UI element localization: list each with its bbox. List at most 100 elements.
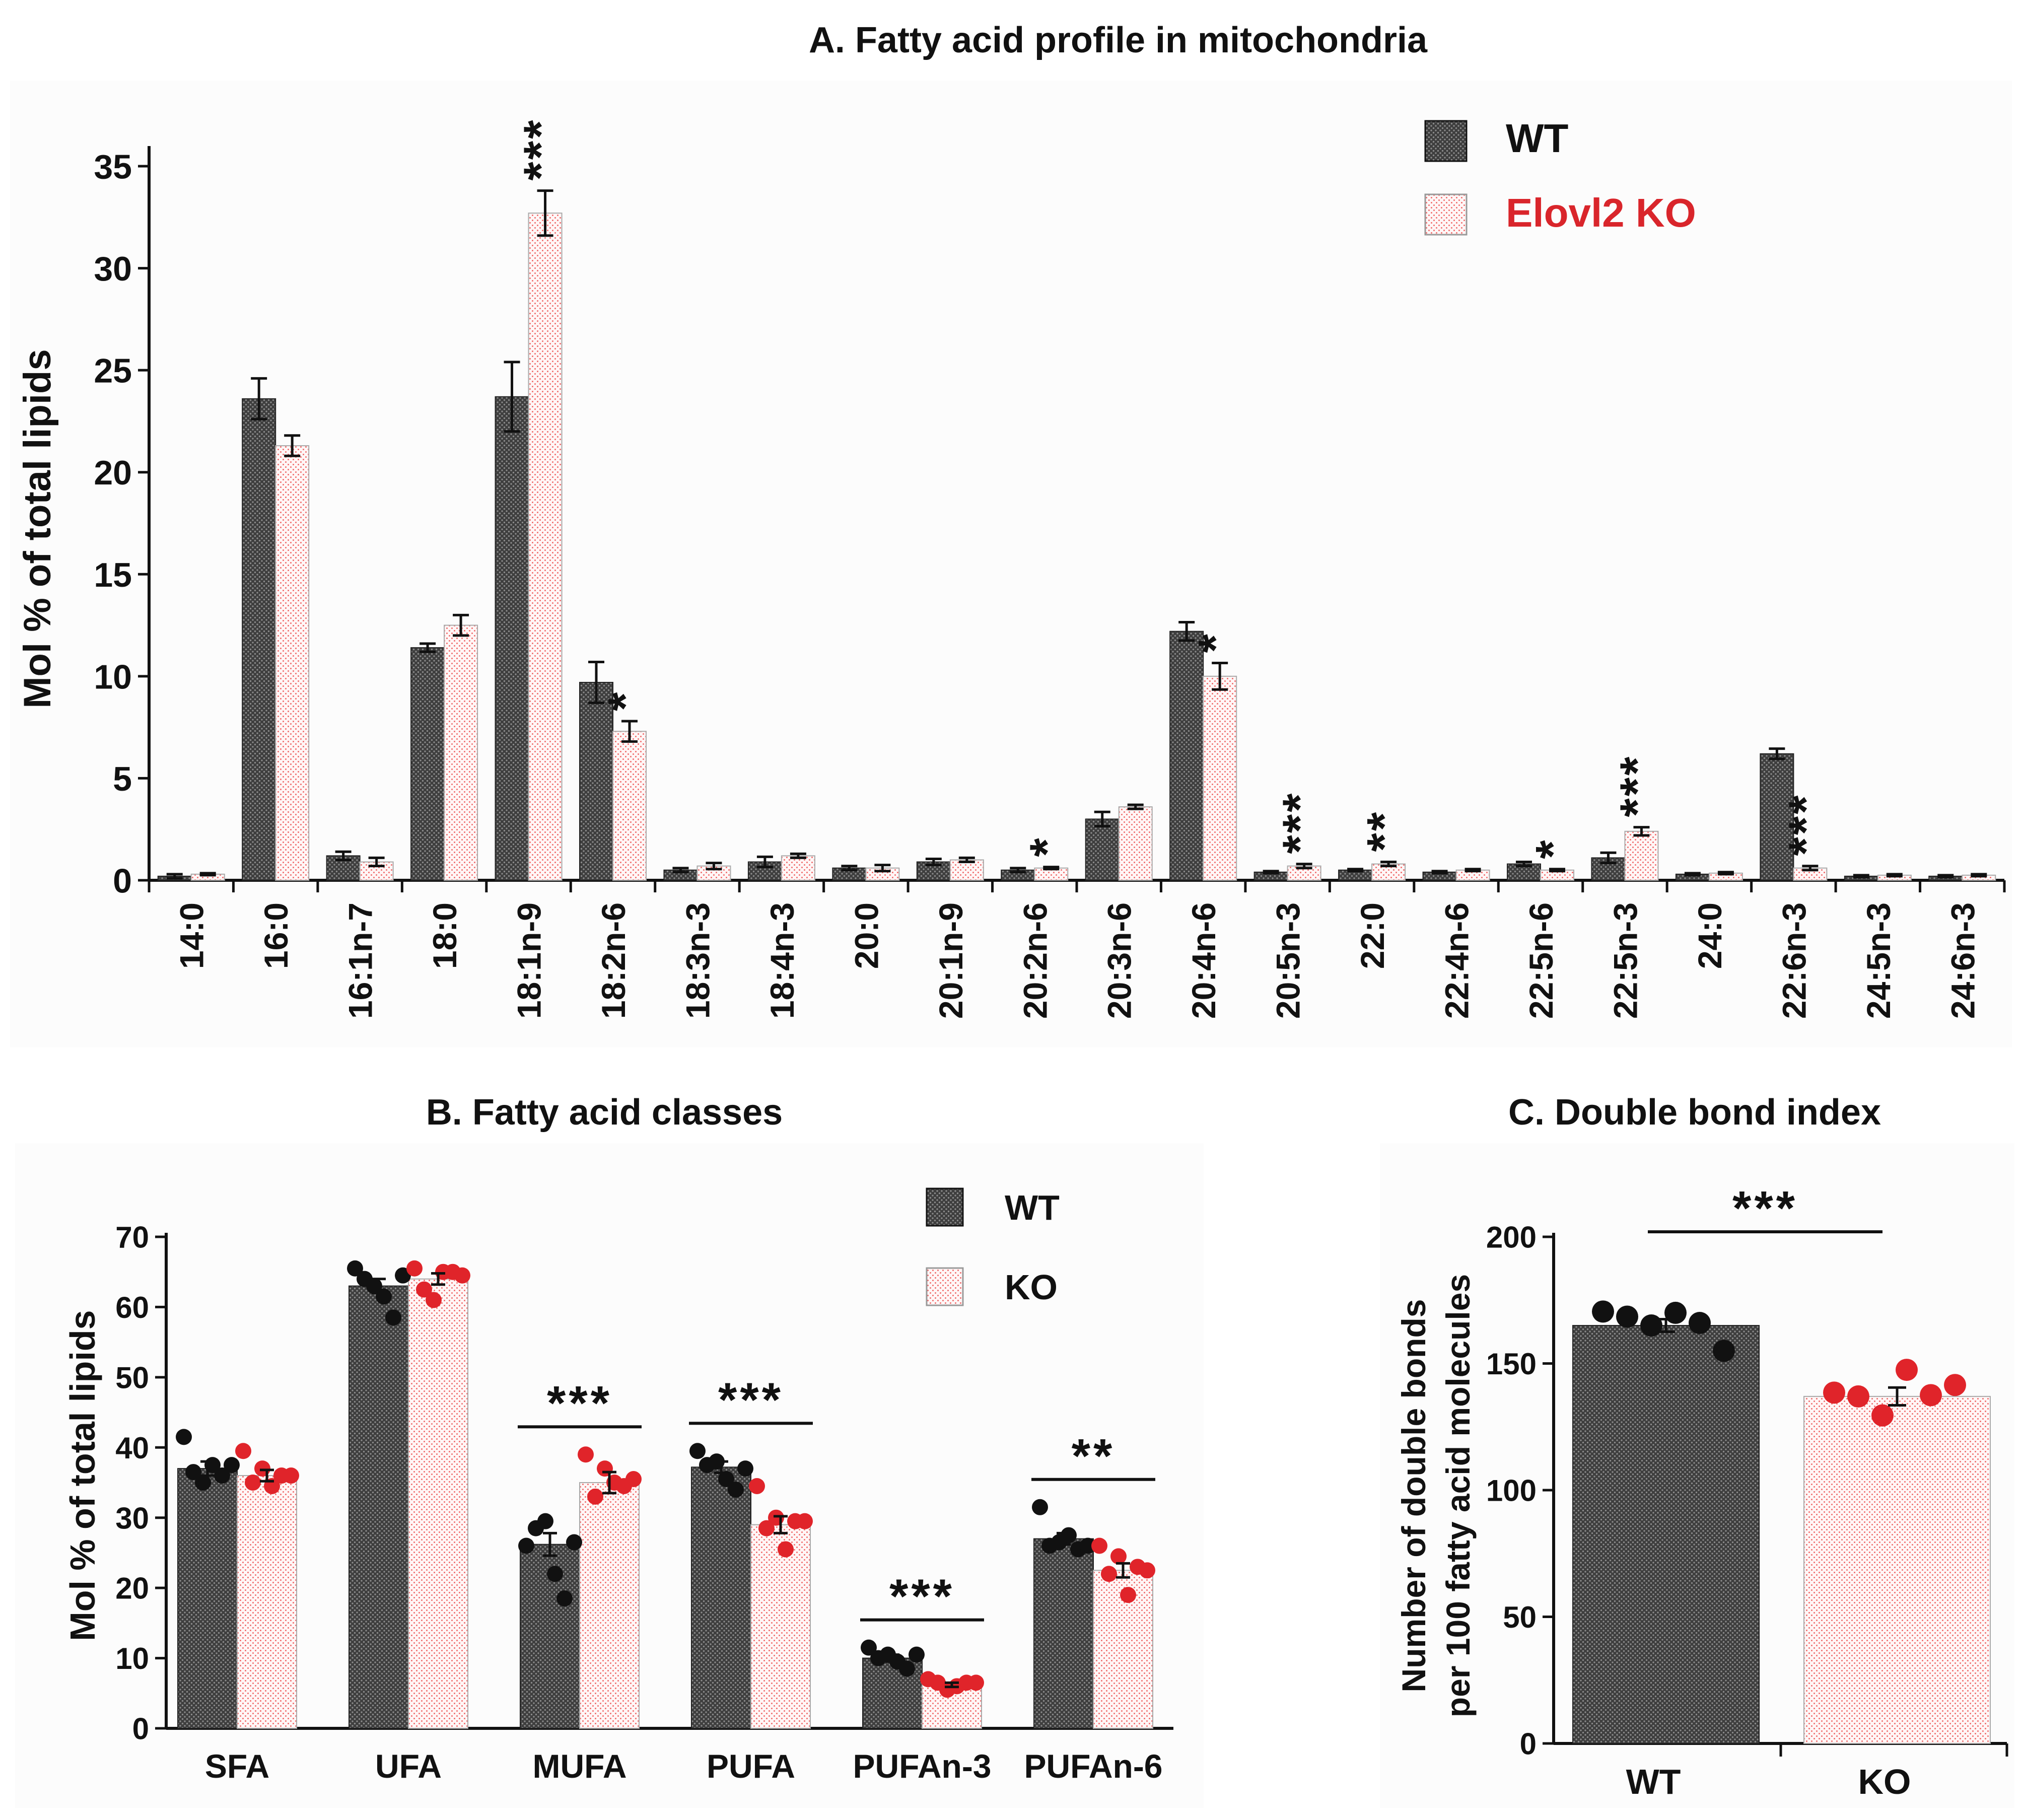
- panel-c-ylabel-line1: Number of double bonds: [1395, 1299, 1432, 1693]
- plot-b: 0 10 20 30 40 50 60 70 SFA UFA MUFA PUFA PUFAn-3 PUFA…: [115, 1221, 1173, 1785]
- panel-a-ylabel: Mol % of total lipids: [16, 349, 59, 709]
- data-point-ko-pufan-6: [1091, 1537, 1107, 1554]
- data-point-ko: [1944, 1374, 1966, 1396]
- legend-b-ko-label: KO: [1005, 1268, 1058, 1307]
- bar-ko: [1803, 1395, 1991, 1744]
- category-label-22-5n-6: 22:5n-6: [1522, 902, 1560, 1019]
- axis-a-y-tick-label: 30: [94, 250, 132, 288]
- category-label-pufan-6: PUFAn-6: [1024, 1747, 1162, 1785]
- bar-wt: [1572, 1325, 1760, 1744]
- bar-wt-ufa: [348, 1285, 409, 1729]
- significance-22-0: **: [1357, 810, 1411, 852]
- data-point-ko-pufa: [797, 1513, 813, 1529]
- legend-b-wt-swatch: [926, 1187, 964, 1227]
- significance-20-4n-6: *: [1189, 632, 1242, 653]
- axis-b-y-tick-label: 50: [115, 1361, 149, 1394]
- category-label-20-3n-6: 20:3n-6: [1101, 902, 1138, 1019]
- data-point-ko: [1823, 1381, 1845, 1404]
- data-point-wt: [1616, 1305, 1638, 1328]
- bar-ko-20-3n-6: [1118, 806, 1153, 881]
- data-point-wt-mufa: [537, 1513, 553, 1529]
- data-point-ko-sfa: [235, 1443, 251, 1459]
- data-point-wt-sfa: [195, 1475, 211, 1491]
- data-point-wt-pufan-3: [861, 1639, 877, 1656]
- axis-a-y-tick-label: 5: [113, 760, 132, 798]
- bar-ko-18-2n-6: [612, 731, 647, 881]
- data-point-wt: [1664, 1301, 1687, 1324]
- axis-b-y-tick-label: 30: [115, 1501, 149, 1535]
- data-point-ko-pufan-6: [1110, 1548, 1127, 1565]
- data-point-ko-pufan-6: [1101, 1566, 1117, 1582]
- data-point-wt-pufan-6: [1032, 1499, 1048, 1515]
- axis-a-y-tick-label: 0: [113, 862, 132, 900]
- category-label-18-3n-3: 18:3n-3: [679, 902, 716, 1019]
- category-label-pufa: PUFA: [707, 1747, 795, 1785]
- category-label-22-5n-3: 22:5n-3: [1607, 902, 1644, 1019]
- category-label-ufa: UFA: [375, 1747, 442, 1785]
- significance-mufa: ***: [547, 1376, 612, 1430]
- category-label-20-2n-6: 20:2n-6: [1016, 902, 1054, 1019]
- category-label-22-6n-3: 22:6n-3: [1775, 902, 1812, 1019]
- category-label-18-2n-6: 18:2n-6: [595, 902, 632, 1019]
- panel-c-ylabel-line2: per 100 fatty acid molecules: [1439, 1274, 1477, 1717]
- data-point-ko-ufa: [416, 1281, 432, 1298]
- panel-a-title: A. Fatty acid profile in mitochondria: [809, 20, 1428, 60]
- bar-wt-pufa: [691, 1466, 751, 1729]
- category-label-18-0: 18:0: [426, 902, 463, 969]
- legend-b-wt-label: WT: [1005, 1188, 1060, 1227]
- bar-wt-20-3n-6: [1085, 818, 1120, 881]
- data-point-wt-pufa: [718, 1471, 734, 1488]
- axis-b-y-tick-label: 70: [115, 1221, 149, 1254]
- significance-pufan-6: **: [1072, 1429, 1115, 1483]
- data-point-wt-mufa: [566, 1534, 582, 1551]
- data-point-wt-sfa: [224, 1457, 240, 1474]
- data-point-wt-pufa: [737, 1460, 753, 1477]
- panel-c-title: C. Double bond index: [1508, 1092, 1881, 1133]
- axis-b-y-tick-label: 60: [115, 1291, 149, 1324]
- category-label-mufa: MUFA: [533, 1747, 627, 1785]
- category-label-ko: KO: [1858, 1762, 1911, 1801]
- data-point-wt-ufa: [385, 1309, 401, 1326]
- bar-wt-sfa: [177, 1468, 238, 1729]
- bar-ko-ufa: [408, 1278, 468, 1729]
- category-label-20-5n-3: 20:5n-3: [1270, 902, 1307, 1019]
- legend-a-ko-label: Elovl2 KO: [1506, 190, 1696, 235]
- category-label-20-1n-9: 20:1n-9: [932, 902, 969, 1019]
- data-point-ko-mufa: [587, 1488, 603, 1505]
- data-point-ko-mufa: [578, 1446, 594, 1463]
- panel-a-background: [10, 81, 2012, 1047]
- bar-wt-20-4n-6: [1169, 631, 1204, 881]
- data-point-wt: [1713, 1340, 1735, 1362]
- bar-ko-pufa: [750, 1524, 811, 1729]
- axis-a-y-tick-label: 25: [94, 352, 132, 390]
- data-point-ko-pufan-6: [1120, 1587, 1136, 1603]
- data-point-wt-mufa: [518, 1537, 534, 1554]
- data-point-wt: [1640, 1314, 1662, 1337]
- axis-c-y-tick-label: 0: [1520, 1727, 1537, 1761]
- bar-ko-18-4n-3: [781, 855, 815, 881]
- legend-a-wt-label: WT: [1506, 116, 1569, 161]
- category-label-18-1n-9: 18:1n-9: [511, 902, 548, 1019]
- panel-b-ylabel: Mol % of total lipids: [63, 1310, 102, 1641]
- bar-ko-20-4n-6: [1203, 675, 1237, 881]
- bar-wt-18-2n-6: [579, 682, 613, 881]
- axis-c-y-tick-label: 150: [1486, 1347, 1537, 1381]
- significance-20-2n-6: *: [1020, 836, 1074, 857]
- data-point-ko-sfa: [245, 1475, 261, 1491]
- data-point-ko-ufa: [406, 1260, 423, 1277]
- axis-a-y-tick-label: 15: [94, 556, 132, 594]
- data-point-ko: [1847, 1385, 1869, 1408]
- data-point-ko: [1896, 1359, 1918, 1381]
- plot-a: 0 5 10 15 20 25 30 35 14:0 16:0 16:1n-7 18:0 18:1n-9…: [94, 118, 2006, 1019]
- axis-b-y-tick-label: 40: [115, 1431, 149, 1465]
- bar-wt-22-6n-3: [1760, 753, 1794, 881]
- category-label-24-5n-3: 24:5n-3: [1860, 902, 1897, 1019]
- data-point-wt: [1592, 1300, 1614, 1323]
- data-point-ko-pufa: [758, 1520, 775, 1536]
- data-point-wt-pufa: [728, 1481, 744, 1498]
- category-label-24-6n-3: 24:6n-3: [1944, 902, 1981, 1019]
- significance-22-6n-3: ***: [1779, 794, 1833, 856]
- data-point-wt-sfa: [176, 1429, 192, 1445]
- category-label-14-0: 14:0: [173, 902, 211, 969]
- data-point-ko-ufa: [454, 1267, 470, 1284]
